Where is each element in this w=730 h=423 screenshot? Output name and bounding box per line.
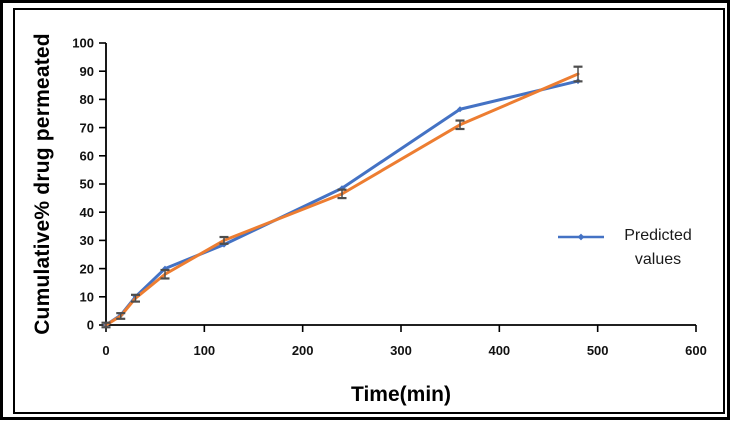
svg-text:200: 200 xyxy=(292,343,314,358)
svg-text:60: 60 xyxy=(80,149,94,164)
svg-text:0: 0 xyxy=(102,343,109,358)
legend-label: Predicted values xyxy=(624,227,692,268)
legend: Predicted values xyxy=(558,224,710,272)
svg-text:100: 100 xyxy=(72,36,94,51)
x-axis-title: Time(min) xyxy=(351,383,451,406)
svg-text:90: 90 xyxy=(80,64,94,79)
svg-text:300: 300 xyxy=(390,343,412,358)
svg-text:80: 80 xyxy=(80,92,94,107)
svg-text:70: 70 xyxy=(80,120,94,135)
svg-text:100: 100 xyxy=(193,343,215,358)
line-chart-canvas: 0 10 20 30 40 50 60 70 80 90 100 0 100 200 300 400 500 60… xyxy=(72,36,707,358)
svg-text:500: 500 xyxy=(587,343,609,358)
svg-text:50: 50 xyxy=(80,177,94,192)
svg-text:0: 0 xyxy=(87,318,94,333)
svg-text:30: 30 xyxy=(80,233,94,248)
legend-line-marker-icon xyxy=(558,233,604,241)
y-axis-title: Cumulative% drug permeated xyxy=(31,33,54,335)
svg-text:400: 400 xyxy=(488,343,510,358)
svg-text:20: 20 xyxy=(80,261,94,276)
svg-text:10: 10 xyxy=(80,290,94,305)
svg-text:40: 40 xyxy=(80,205,94,220)
svg-text:600: 600 xyxy=(685,343,707,358)
